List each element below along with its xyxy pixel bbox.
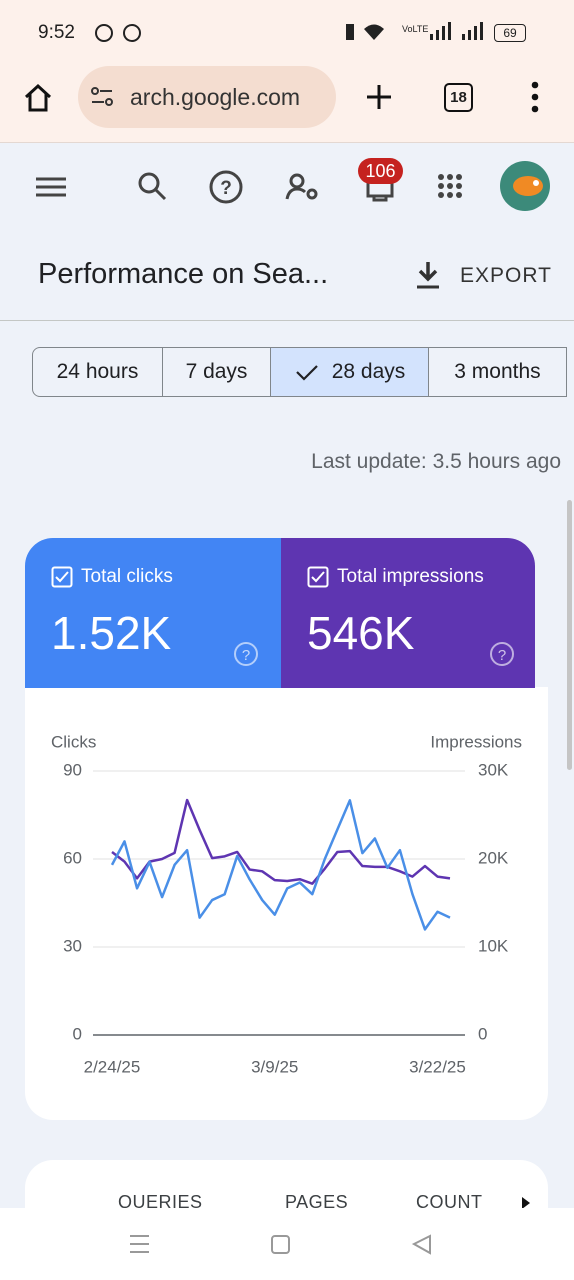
notification-icons (95, 24, 141, 42)
help-icon[interactable]: ? (233, 641, 259, 667)
checkbox[interactable] (51, 566, 73, 588)
tab[interactable]: PAGES (285, 1192, 349, 1212)
tabs-scroll-arrow[interactable] (520, 1195, 532, 1211)
range-label: 3 months (454, 360, 541, 383)
new-tab-button[interactable] (364, 82, 394, 112)
avatar[interactable] (500, 161, 550, 211)
metric-value: 1.52K (51, 607, 172, 659)
metric-card[interactable]: Total clicks 1.52K? (25, 538, 281, 688)
range-label: 24 hours (56, 360, 139, 383)
app-toolbar: ? (36, 161, 550, 211)
nav-bar (0, 1208, 574, 1280)
last-update: Last update: 3.5 hours ago (311, 450, 561, 473)
site-settings-icon[interactable] (90, 86, 114, 108)
home-button[interactable] (22, 82, 54, 114)
scrollbar (567, 500, 572, 770)
range-label: 7 days (185, 360, 248, 383)
metric-name: Total impressions (337, 566, 484, 587)
range-button[interactable]: 28 days (270, 347, 429, 397)
svg-text:?: ? (242, 647, 250, 664)
export-button[interactable]: EXPORT (460, 264, 552, 287)
home-nav-button[interactable] (271, 1235, 290, 1254)
svg-text:?: ? (498, 647, 506, 664)
apps-button[interactable] (438, 174, 462, 198)
metric-value: 546K (307, 607, 415, 659)
account-settings-button[interactable] (285, 173, 318, 200)
menu-button[interactable] (528, 80, 542, 114)
chart-card (25, 687, 548, 1120)
status-bar: 9:52 VoLTE 69 (0, 0, 574, 66)
svg-text:?: ? (220, 178, 232, 199)
clock: 9:52 (38, 22, 75, 43)
range-button[interactable]: 24 hours (32, 347, 163, 397)
divider (0, 320, 574, 321)
page-title: Performance on Sea... (38, 258, 329, 290)
notifications-button[interactable] (366, 180, 394, 202)
search-button[interactable] (138, 172, 167, 201)
hamburger-button[interactable] (36, 177, 66, 197)
url-text: arch.google.com (130, 84, 301, 110)
range-button[interactable]: 3 months (428, 347, 567, 397)
nav-icons (130, 1234, 431, 1255)
check-icon (295, 365, 318, 381)
metric-label: Total clicks (51, 566, 173, 588)
recents-button[interactable] (130, 1235, 149, 1253)
system-icons: VoLTE (346, 22, 483, 40)
range-button[interactable]: 7 days (162, 347, 271, 397)
tab[interactable]: QUERIES (118, 1192, 203, 1212)
export-icon[interactable] (414, 260, 442, 290)
range-label: 28 days (331, 360, 406, 383)
tab-count[interactable]: 18 (444, 83, 473, 112)
tab[interactable]: COUNT (416, 1192, 483, 1212)
metric-card[interactable]: Total impressions 546K? (281, 538, 535, 688)
help-icon[interactable]: ? (489, 641, 515, 667)
browser-bar: arch.google.com 18 (0, 66, 574, 143)
svg-text:VoLTE: VoLTE (402, 24, 428, 34)
metric-name: Total clicks (81, 566, 173, 587)
checkbox[interactable] (307, 566, 329, 588)
help-button[interactable]: ? (209, 170, 243, 204)
battery: 69 (494, 24, 526, 42)
url-bar[interactable]: arch.google.com (78, 66, 336, 128)
back-button[interactable] (411, 1234, 431, 1255)
metric-label: Total impressions (307, 566, 484, 588)
notification-badge: 106 (358, 158, 403, 184)
